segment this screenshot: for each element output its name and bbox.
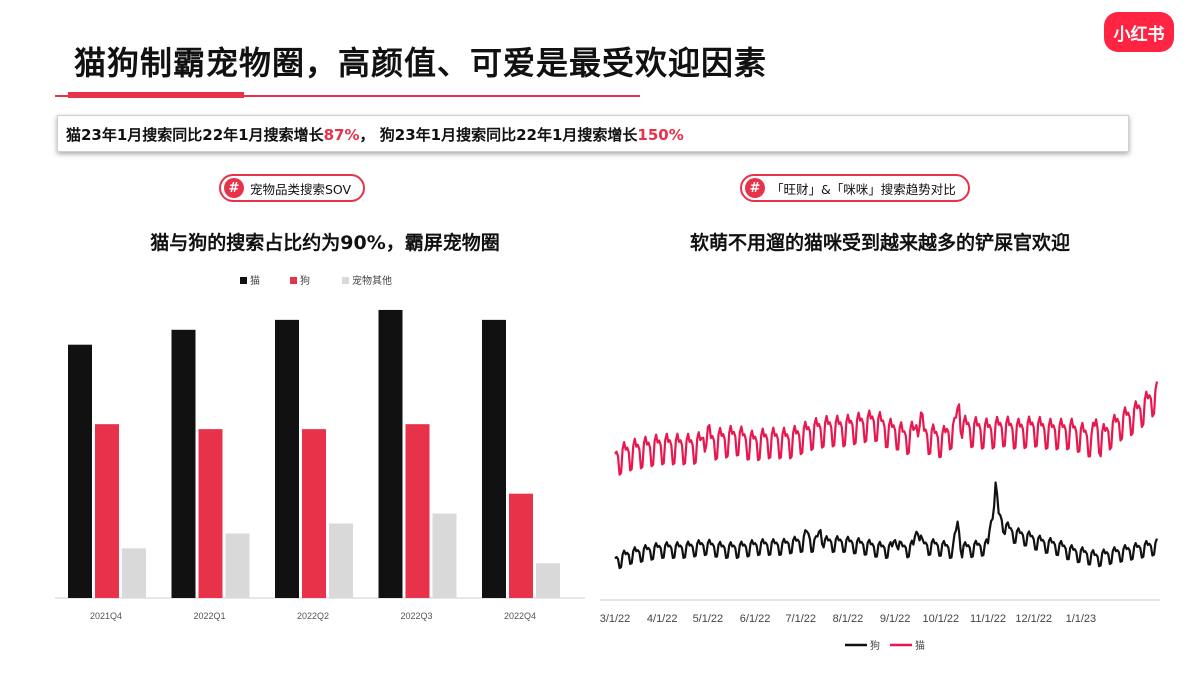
x-tick-label: 4/1/22 [647,613,678,625]
sov-tag: # 宠物品类搜索SOV [219,174,366,202]
bar-猫-2021Q4 [68,344,92,598]
bar-猫-2022Q4 [482,319,506,598]
sov-tag-label: 宠物品类搜索SOV [250,181,352,197]
bar-狗-2022Q3 [405,424,430,598]
x-tick-label: 3/1/22 [600,613,631,625]
legend-label: 宠物其他 [352,274,392,287]
line-series-猫 [614,381,1159,476]
summary-dog-value: 150% [637,126,684,144]
x-tick-label: 11/1/22 [970,613,1006,625]
bar-猫-2022Q1 [171,329,196,598]
summary-banner: 猫23年1月搜索同比22年1月搜索增长87%， 狗23年1月搜索同比22年1月搜… [57,115,1129,152]
summary-dog-text: ， 狗23年1月搜索同比22年1月搜索增长 [359,126,638,144]
x-tick-label: 8/1/22 [833,613,864,625]
x-tick-label: 10/1/22 [922,613,959,625]
x-tick-label: 2022Q3 [400,611,432,621]
bar-猫-2022Q2 [275,319,299,598]
bar-狗-2021Q4 [95,424,119,598]
x-tick-label: 1/1/23 [1066,613,1097,625]
bar-猫-2022Q3 [378,309,403,598]
x-tick-label: 12/1/22 [1015,613,1052,625]
bar-宠物其他-2022Q2 [329,523,353,598]
x-tick-label: 9/1/22 [880,613,911,625]
x-tick-label: 2022Q2 [297,611,329,621]
x-tick-label: 7/1/22 [785,613,816,625]
x-tick-label: 2022Q4 [504,611,536,621]
trend-tag-label: 「旺财」&「咪咪」搜索趋势对比 [771,181,956,197]
summary-cat-value: 87% [323,126,360,144]
legend-swatch-狗 [290,277,297,284]
legend-label: 猫 [250,274,260,287]
legend-label: 狗 [870,639,880,652]
bar-宠物其他-2022Q3 [432,513,457,598]
hash-icon: # [224,178,244,198]
bar-狗-2022Q2 [302,429,326,598]
bar-宠物其他-2022Q1 [225,533,250,598]
legend-label: 狗 [300,274,310,287]
legend-label: 猫 [915,639,925,652]
bar-狗-2022Q4 [509,493,533,598]
title-underline [55,95,640,97]
legend-swatch-猫 [240,277,247,284]
legend-swatch-宠物其他 [342,277,349,284]
bar-宠物其他-2022Q4 [536,563,560,598]
title-underline-accent [68,92,244,98]
brand-logo: 小红书 [1104,12,1174,52]
line-chart-subtitle: 软萌不用遛的猫咪受到越来越多的铲屎官欢迎 [689,232,1070,254]
bar-狗-2022Q1 [198,429,223,598]
bar-chart-subtitle: 猫与狗的搜索占比约为90%，霸屏宠物圈 [150,232,500,254]
line-series-狗 [614,481,1159,570]
bar-chart: 2021Q4 2022Q1 2022Q2 2022Q3 2022Q4 猫 狗 宠物其他 [55,274,585,621]
trend-tag: # 「旺财」&「咪咪」搜索趋势对比 [740,174,970,202]
x-tick-label: 5/1/22 [693,613,724,625]
x-tick-label: 2022Q1 [193,611,225,621]
x-tick-label: 6/1/22 [740,613,771,625]
x-tick-label: 2021Q4 [90,611,122,621]
bar-宠物其他-2021Q4 [122,548,146,598]
page-title: 猫狗制霸宠物圈，高颜值、可爱是最受欢迎因素 [74,44,768,82]
summary-text: 猫23年1月搜索同比22年1月搜索增长87%， 狗23年1月搜索同比22年1月搜… [66,124,684,145]
hash-icon: # [745,178,765,198]
summary-cat-text: 猫23年1月搜索同比22年1月搜索增长 [66,126,324,144]
